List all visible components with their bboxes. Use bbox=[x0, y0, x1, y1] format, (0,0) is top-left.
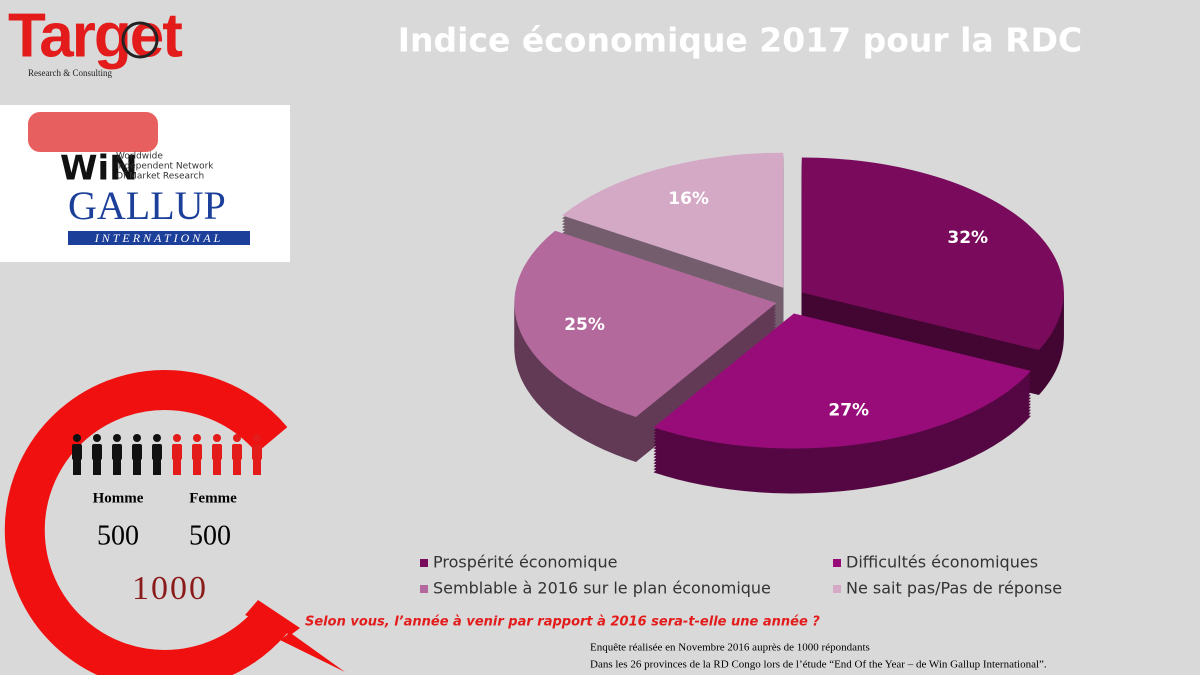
person-legs bbox=[193, 459, 201, 475]
person-head bbox=[73, 434, 81, 442]
person-legs bbox=[233, 459, 241, 475]
data-label: 25% bbox=[564, 315, 605, 335]
legend-swatch bbox=[420, 559, 428, 567]
slice bbox=[562, 152, 784, 288]
person-legs bbox=[93, 459, 101, 475]
brand-logo: Target bbox=[8, 1, 182, 70]
person-body bbox=[212, 444, 222, 460]
person-head bbox=[173, 434, 181, 442]
person-body bbox=[252, 444, 262, 460]
crosshair bbox=[121, 21, 159, 59]
person-legs bbox=[113, 459, 121, 475]
legend-label: Semblable à 2016 sur le plan économique bbox=[433, 579, 771, 598]
person-body bbox=[92, 444, 102, 460]
gallup-bar bbox=[68, 231, 250, 245]
person-legs bbox=[213, 459, 221, 475]
person-legs bbox=[153, 459, 161, 475]
win-text: Of Market Research bbox=[116, 172, 204, 182]
legend-swatch bbox=[420, 585, 428, 593]
person-head bbox=[133, 434, 141, 442]
person-head bbox=[193, 434, 201, 442]
brand-sub: Research & Consulting bbox=[28, 68, 112, 78]
slice bbox=[653, 313, 1031, 449]
data-label: 32% bbox=[947, 228, 988, 248]
legend-swatch bbox=[833, 585, 841, 593]
person-head bbox=[93, 434, 101, 442]
win-text: Worldwide bbox=[116, 152, 163, 162]
note: Dans les 26 provinces de la RD Congo lor… bbox=[590, 659, 1047, 671]
female-count: 500 bbox=[189, 520, 231, 551]
person-head bbox=[113, 434, 121, 442]
world-map bbox=[28, 112, 158, 152]
person-body bbox=[152, 444, 162, 460]
person-head bbox=[153, 434, 161, 442]
person-head bbox=[233, 434, 241, 442]
person-head bbox=[253, 434, 261, 442]
legend-label: Difficultés économiques bbox=[846, 553, 1038, 572]
legend-swatch bbox=[833, 559, 841, 567]
win-text: Independent Network bbox=[116, 162, 214, 172]
legend-label: Prospérité économique bbox=[433, 553, 617, 572]
note: Enquête réalisée en Novembre 2016 auprès… bbox=[590, 642, 870, 654]
slice bbox=[514, 230, 777, 418]
people-icons bbox=[72, 434, 262, 475]
male-count: 500 bbox=[97, 520, 139, 551]
total-count: 1000 bbox=[132, 570, 208, 607]
male-label: Homme bbox=[93, 490, 144, 506]
slice bbox=[801, 157, 1064, 350]
person-legs bbox=[73, 459, 81, 475]
person-body bbox=[172, 444, 182, 460]
person-legs bbox=[133, 459, 141, 475]
win-logo: WiN bbox=[60, 149, 138, 189]
person-body bbox=[72, 444, 82, 460]
person-body bbox=[132, 444, 142, 460]
person-body bbox=[232, 444, 242, 460]
person-body bbox=[112, 444, 122, 460]
ring-decoration bbox=[4, 370, 288, 675]
data-label: 16% bbox=[668, 189, 709, 209]
legend-label: Ne sait pas/Pas de réponse bbox=[846, 579, 1062, 598]
female-label: Femme bbox=[189, 490, 237, 506]
gallup-sub: INTERNATIONAL bbox=[94, 231, 224, 245]
person-legs bbox=[173, 459, 181, 475]
question: Selon vous, l’année à venir par rapport … bbox=[305, 615, 820, 630]
data-label: 27% bbox=[828, 401, 869, 421]
person-legs bbox=[253, 459, 261, 475]
person-head bbox=[213, 434, 221, 442]
lightning bbox=[245, 600, 345, 672]
person-body bbox=[192, 444, 202, 460]
gallup-logo: GALLUP bbox=[68, 183, 226, 228]
chart-title: Indice économique 2017 pour la RDC bbox=[398, 21, 1083, 60]
